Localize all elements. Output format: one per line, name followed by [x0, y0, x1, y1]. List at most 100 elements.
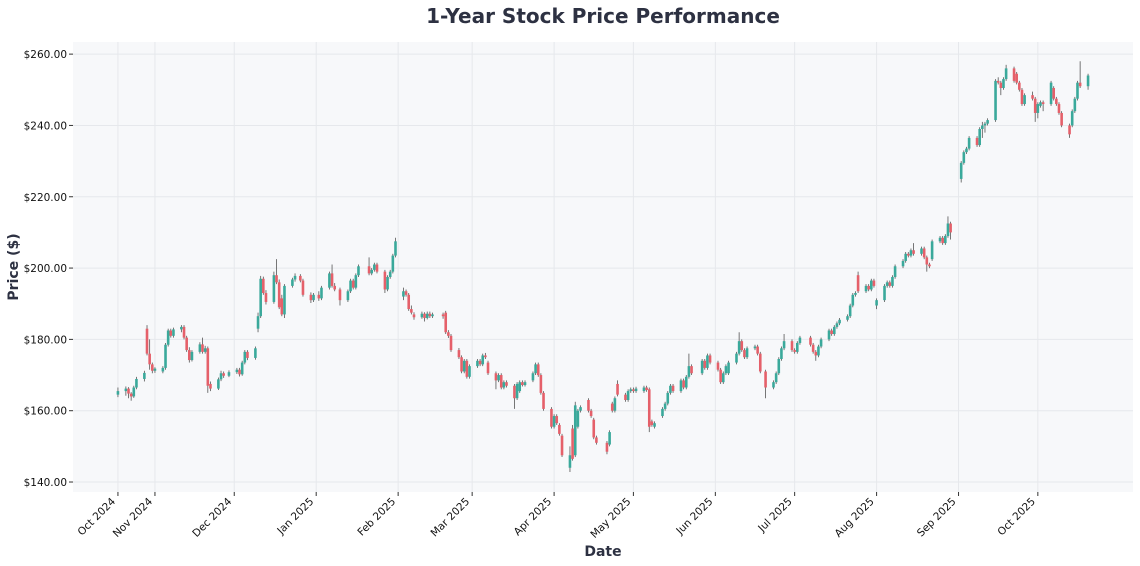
candle-body — [663, 403, 667, 409]
candle-down — [872, 278, 876, 288]
candle-body — [235, 369, 239, 373]
candle-up — [737, 332, 741, 356]
candle-body — [938, 237, 942, 242]
candle-body — [679, 380, 683, 392]
candle-down — [457, 347, 461, 359]
candle-body — [523, 382, 527, 386]
candle-body — [444, 312, 448, 333]
candle-body — [188, 350, 191, 361]
candle-body — [153, 368, 157, 371]
candle-down — [486, 360, 490, 376]
candle-up — [1076, 80, 1079, 101]
candle-body — [684, 376, 688, 388]
candle-body — [420, 313, 424, 318]
candle-body — [277, 282, 281, 308]
candle-body — [959, 162, 963, 179]
candle-body — [1015, 73, 1018, 83]
candle-down — [317, 291, 321, 301]
candle-body — [669, 385, 672, 393]
candle-up — [864, 284, 868, 294]
candle-down — [407, 293, 411, 311]
candle-body — [854, 293, 857, 295]
candle-up — [1004, 64, 1008, 81]
candle-body — [999, 82, 1003, 88]
candle-down — [428, 311, 432, 318]
candle-down — [447, 330, 450, 338]
candle-body — [505, 382, 508, 386]
candle-body — [169, 330, 173, 336]
candle-body — [753, 346, 757, 349]
candle-down — [645, 385, 648, 392]
candle-body — [560, 435, 564, 456]
x-tick-label: Oct 2025 — [995, 496, 1038, 539]
x-axis-label: Date — [584, 544, 621, 560]
candle-body — [238, 369, 241, 375]
candle-body — [1076, 82, 1079, 99]
candle-up — [661, 407, 664, 418]
candle-up — [1086, 73, 1090, 90]
candle-body — [391, 255, 395, 272]
candle-down — [404, 289, 408, 297]
candle-up — [983, 121, 987, 133]
candle-up — [391, 253, 395, 274]
candle-up — [431, 312, 434, 318]
candle-body — [264, 293, 268, 302]
candle-body — [283, 285, 286, 315]
y-axis: $140.00 $160.00 $180.00 $200.00 $220.00 $240.… — [24, 49, 73, 489]
candle-up — [687, 353, 691, 379]
candle-body — [539, 375, 543, 393]
candle-body — [848, 305, 852, 317]
candle-up — [515, 382, 519, 401]
candle-up — [143, 370, 146, 382]
candle-up — [161, 366, 165, 374]
candle-body — [375, 264, 379, 272]
candle-up — [944, 234, 947, 245]
candle-body — [944, 235, 947, 244]
candle-up — [552, 414, 556, 429]
candle-up — [891, 275, 894, 288]
candle-body — [555, 416, 559, 424]
candle-body — [764, 371, 767, 388]
candle-up — [885, 280, 889, 288]
candle-down — [333, 283, 336, 292]
candle-up — [745, 346, 749, 359]
candle-up — [684, 375, 688, 390]
candle-body — [795, 342, 799, 352]
candle-body — [185, 337, 188, 351]
candle-body — [983, 123, 987, 126]
candle-up — [851, 293, 855, 308]
candle-up — [518, 380, 522, 393]
candle-down — [246, 350, 249, 361]
candle-down — [790, 339, 794, 352]
candle-down — [410, 305, 413, 315]
candle-body — [758, 353, 762, 372]
candle-body — [1070, 111, 1074, 126]
candle-up — [497, 373, 500, 383]
candle-down — [1057, 102, 1061, 115]
candle-up — [909, 248, 913, 258]
candle-up — [135, 376, 138, 390]
candle-body — [814, 351, 818, 356]
candle-body — [777, 358, 781, 374]
candle-body — [1041, 102, 1045, 105]
candle-body — [293, 275, 297, 280]
candle-body — [404, 291, 408, 295]
candle-body — [576, 410, 580, 427]
candle-down — [912, 243, 915, 256]
candle-body — [573, 405, 577, 456]
candle-body — [1049, 82, 1053, 105]
candle-up — [219, 370, 223, 382]
candle-body — [481, 355, 485, 365]
candle-down — [867, 284, 870, 292]
candle-body — [1057, 104, 1061, 113]
candle-body — [827, 330, 831, 340]
candle-body — [819, 339, 823, 347]
candle-body — [864, 285, 868, 292]
candle-body — [412, 314, 416, 318]
candle-down — [928, 262, 931, 269]
candle-up — [217, 377, 220, 391]
candle-down — [587, 398, 590, 413]
candle-body — [1055, 98, 1058, 105]
candle-down — [1031, 91, 1034, 101]
